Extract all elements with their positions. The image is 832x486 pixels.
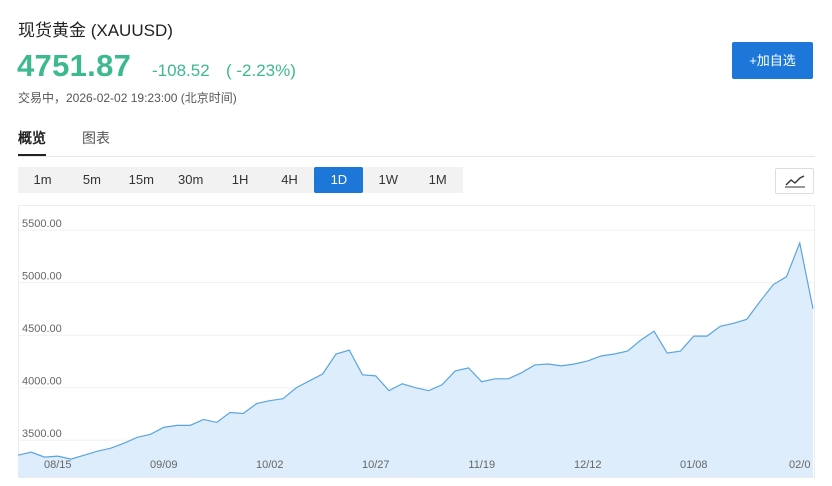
chart-container: 3500.00 4000.00 4500.00 5000.00 5500.00 08/15… xyxy=(17,205,815,478)
interval-button[interactable]: 30m xyxy=(178,172,204,187)
price-line xyxy=(17,240,814,460)
y-tick-label: 4000.00 xyxy=(22,376,62,388)
interval-button[interactable]: 15m xyxy=(128,172,154,187)
interval-button[interactable]: 4H xyxy=(281,172,298,187)
interval-button[interactable]: 1H xyxy=(231,172,249,187)
chart-border xyxy=(18,205,815,478)
interval-button[interactable]: 1W xyxy=(378,172,399,187)
interval-button[interactable]: 1M xyxy=(428,172,447,187)
x-tick-label: 02/0 xyxy=(789,459,810,471)
y-tick-label: 5500.00 xyxy=(22,218,62,230)
price: 4751.87 xyxy=(17,48,132,83)
status: 交易中，2026-02-02 19:23:00 (北京时间) xyxy=(18,91,237,105)
divider xyxy=(18,156,815,157)
x-tick-label: 11/19 xyxy=(468,459,495,471)
tab[interactable]: 概览 xyxy=(18,130,46,146)
area-fill xyxy=(18,243,813,477)
interval-button[interactable]: 1m xyxy=(33,172,52,187)
interval-bar: 1m 5m 15m 30m 1H 4H 1D 1W 1M xyxy=(18,167,463,193)
y-tick-label: 4500.00 xyxy=(22,323,62,335)
chart-type-button[interactable] xyxy=(775,168,814,194)
interval-button[interactable]: 5m xyxy=(82,172,101,187)
tab[interactable]: 图表 xyxy=(82,130,110,146)
x-tick-label: 10/27 xyxy=(362,459,390,471)
title: 现货黄金 (XAUUSD) xyxy=(18,21,173,40)
x-tick-label: 09/09 xyxy=(150,459,178,471)
x-tick-label: 01/08 xyxy=(680,459,708,471)
y-tick-label: 3500.00 xyxy=(22,428,62,440)
interval-button[interactable]: 1D xyxy=(314,167,364,193)
change-percent: ( -2.23%) xyxy=(226,61,296,80)
y-tick-label: 5000.00 xyxy=(22,271,62,283)
add-watchlist-button[interactable]: +加自选 xyxy=(732,42,813,79)
x-tick-label: 12/12 xyxy=(574,459,602,471)
x-tick-label: 10/02 xyxy=(256,459,284,471)
chart-type-icon xyxy=(785,175,805,188)
x-tick-label: 08/15 xyxy=(44,459,72,471)
change: -108.52 xyxy=(152,61,210,80)
chart: 3500.00 4000.00 4500.00 5000.00 5500.00 08/15… xyxy=(17,205,815,478)
tab-underline xyxy=(18,154,46,156)
